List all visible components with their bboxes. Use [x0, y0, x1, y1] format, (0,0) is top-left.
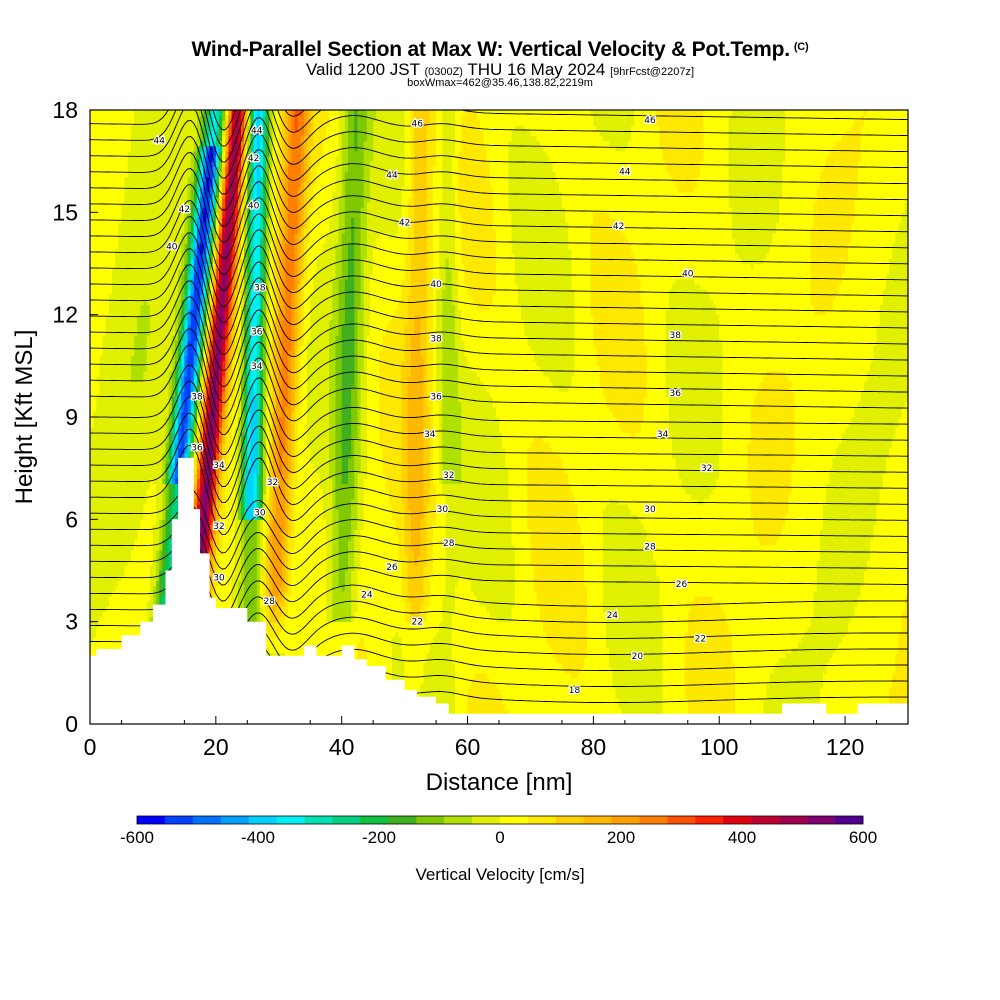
x-axis-title: Distance [nm] — [426, 769, 573, 796]
theta-contour-label: 30 — [213, 573, 225, 583]
y-tick-label: 3 — [65, 609, 78, 635]
colorbar-title: Vertical Velocity [cm/s] — [415, 865, 584, 884]
colorbar-swatch — [779, 816, 807, 824]
colorbar-swatch — [305, 816, 333, 824]
colorbar-swatch — [835, 816, 863, 824]
x-tick-label: 20 — [203, 734, 229, 760]
colorbar-swatch — [723, 816, 751, 824]
theta-contour-label: 32 — [267, 478, 278, 488]
colorbar-swatch — [332, 816, 360, 824]
theta-contour-label: 36 — [251, 328, 263, 338]
y-tick-label: 9 — [65, 404, 78, 430]
theta-contour-label: 30 — [254, 509, 266, 519]
colorbar-swatch — [528, 816, 556, 824]
theta-contour-label: 44 — [251, 127, 263, 137]
y-axis-title: Height [Kft MSL] — [11, 330, 38, 505]
colorbar-swatch — [221, 816, 249, 824]
theta-contour-label: 28 — [443, 539, 455, 549]
theta-contour-label: 28 — [644, 543, 656, 553]
theta-contour-label: 42 — [399, 219, 410, 229]
theta-contour-label: 22 — [695, 635, 706, 645]
theta-contour-label: 38 — [191, 393, 203, 403]
theta-contour-label: 24 — [607, 611, 619, 621]
theta-contour-label: 20 — [632, 652, 644, 662]
x-tick-label: 120 — [826, 734, 864, 760]
theta-contour-label: 42 — [613, 222, 624, 232]
x-tick-label: 100 — [700, 734, 738, 760]
theta-contour-label: 34 — [251, 362, 263, 372]
colorbar-tick-label: 200 — [607, 828, 635, 847]
colorbar-swatch — [695, 816, 723, 824]
colorbar-swatch — [388, 816, 416, 824]
colorbar-swatch — [193, 816, 221, 824]
x-tick-label: 40 — [329, 734, 355, 760]
theta-contour-label: 32 — [443, 471, 454, 481]
theta-contour-label: 44 — [153, 137, 165, 147]
colorbar-swatch — [416, 816, 444, 824]
x-tick-label: 0 — [84, 734, 97, 760]
colorbar-swatch — [500, 816, 528, 824]
theta-contour-label: 40 — [682, 270, 694, 280]
theta-contour-label: 42 — [248, 154, 259, 164]
y-tick-label: 12 — [52, 302, 78, 328]
theta-contour-label: 26 — [386, 563, 398, 573]
theta-contour-label: 30 — [644, 505, 656, 515]
theta-contour-label: 38 — [430, 335, 442, 345]
theta-contour-label: 26 — [676, 580, 688, 590]
theta-contour-label: 30 — [437, 505, 449, 515]
colorbar-swatch — [751, 816, 779, 824]
colorbar: -600 -400 -200 0 200 400 600 — [120, 816, 877, 847]
theta-contour-label: 36 — [669, 389, 681, 399]
colorbar-swatch — [277, 816, 305, 824]
theta-contour-label: 42 — [179, 205, 190, 215]
y-tick-label: 15 — [52, 199, 78, 225]
theta-contour-label: 40 — [248, 202, 260, 212]
y-tick-label: 6 — [65, 506, 78, 532]
x-tick-label: 60 — [455, 734, 481, 760]
theta-contour-label: 36 — [430, 393, 442, 403]
colorbar-swatch — [640, 816, 668, 824]
colorbar-swatch — [472, 816, 500, 824]
colorbar-tick-label: 600 — [849, 828, 877, 847]
colorbar-swatch — [584, 816, 612, 824]
colorbar-swatch — [165, 816, 193, 824]
y-tick-label: 0 — [65, 711, 78, 737]
theta-contour-label: 28 — [264, 597, 276, 607]
colorbar-swatch — [249, 816, 277, 824]
colorbar-tick-label: 0 — [495, 828, 504, 847]
colorbar-swatch — [556, 816, 584, 824]
theta-contour-label: 46 — [644, 116, 656, 126]
colorbar-tick-label: -200 — [362, 828, 396, 847]
theta-contour-label: 34 — [213, 461, 225, 471]
colorbar-swatch — [807, 816, 835, 824]
colorbar-tick-label: -400 — [241, 828, 275, 847]
theta-contour-label: 46 — [411, 120, 423, 130]
colorbar-swatch — [444, 816, 472, 824]
theta-contour-label: 22 — [411, 618, 422, 628]
theta-contour-label: 32 — [213, 522, 224, 532]
theta-contour-label: 40 — [430, 280, 442, 290]
theta-contour-label: 44 — [619, 167, 631, 177]
theta-contour-label: 32 — [701, 464, 712, 474]
theta-contour-label: 38 — [669, 331, 681, 341]
x-tick-label: 80 — [581, 734, 607, 760]
cross-section-chart: 444446 4644 44424242 42404040403838 383636 36… — [0, 0, 1000, 1000]
colorbar-swatch — [137, 816, 165, 824]
theta-contour-label: 44 — [386, 171, 398, 181]
colorbar-tick-label: 400 — [728, 828, 756, 847]
colorbar-swatch — [360, 816, 388, 824]
theta-contour-label: 34 — [424, 430, 436, 440]
y-tick-label: 18 — [52, 97, 78, 123]
theta-contour-label: 24 — [361, 590, 373, 600]
theta-contour-label: 34 — [657, 430, 669, 440]
theta-contour-label: 36 — [191, 444, 203, 454]
theta-contour-label: 38 — [254, 283, 266, 293]
colorbar-tick-label: -600 — [120, 828, 154, 847]
colorbar-swatch — [668, 816, 696, 824]
colorbar-swatch — [612, 816, 640, 824]
theta-contour-label: 40 — [166, 242, 178, 252]
theta-contour-label: 18 — [569, 686, 581, 696]
